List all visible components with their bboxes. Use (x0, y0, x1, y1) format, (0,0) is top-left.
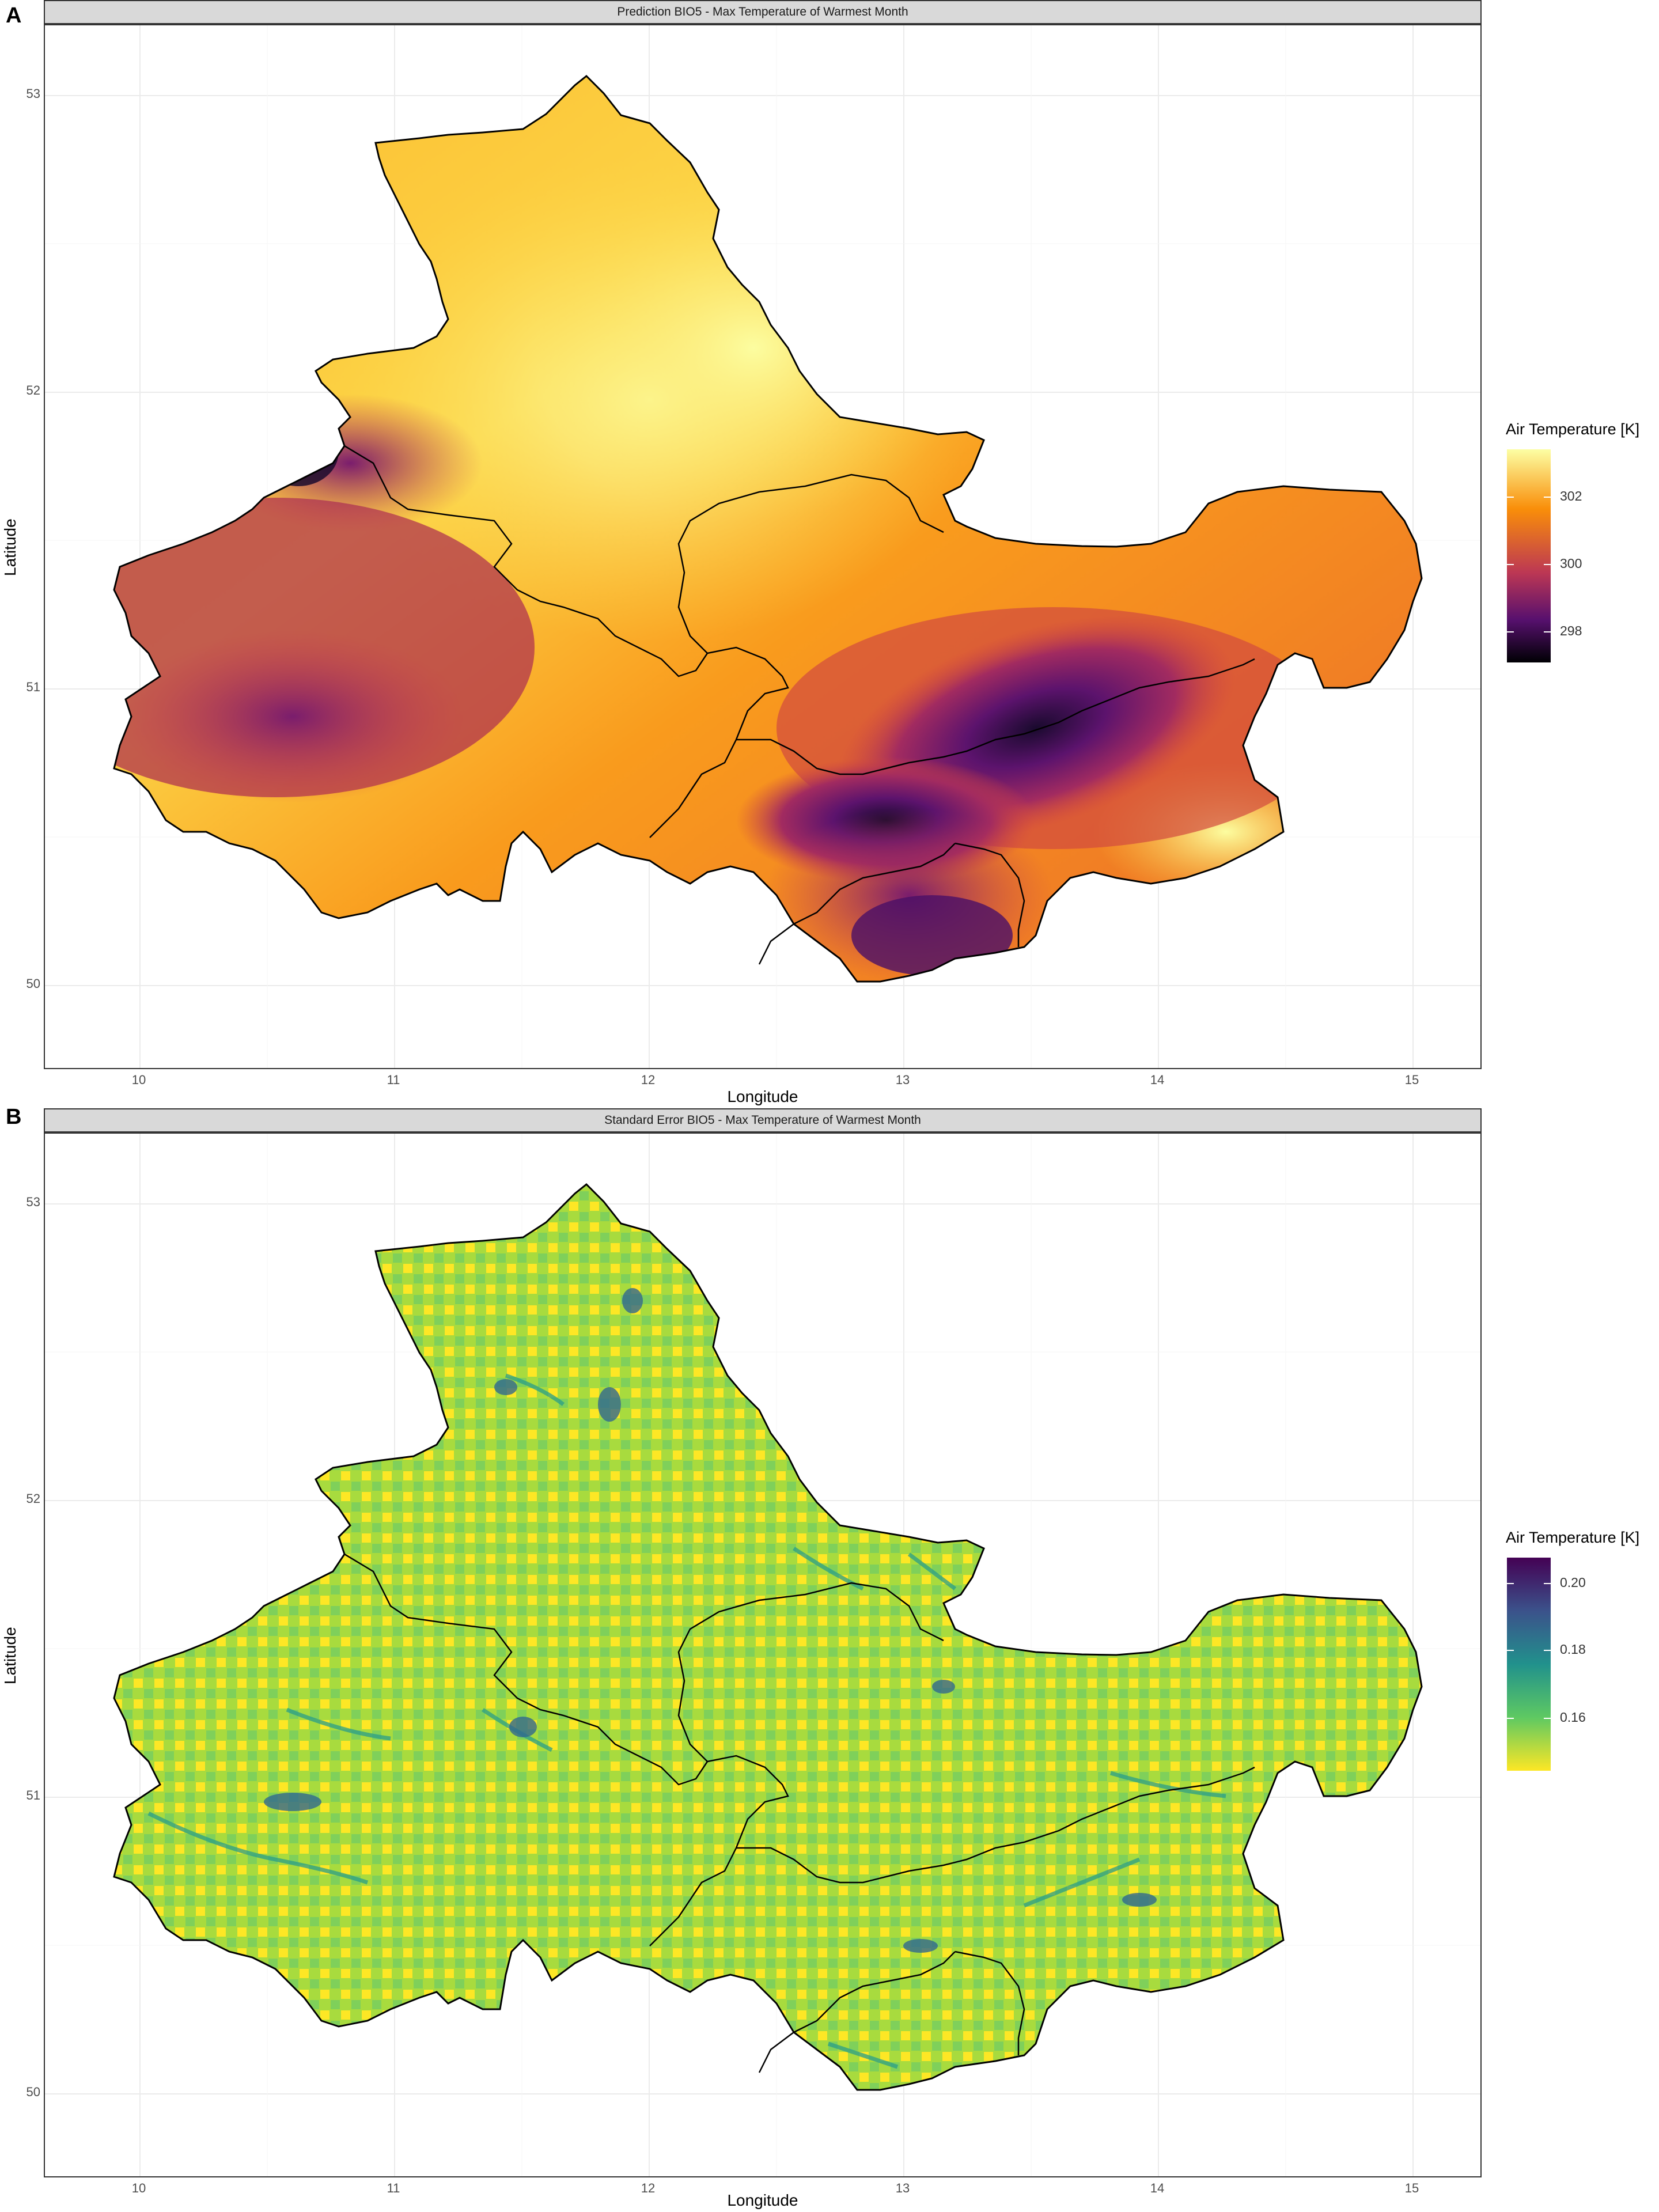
panel-letter: B (6, 1105, 22, 1129)
legend-label: 302 (1560, 488, 1582, 503)
map-canvas (45, 1134, 1480, 2176)
x-tick-label: 10 (131, 2181, 146, 2195)
y-tick-label: 53 (26, 86, 40, 101)
map-plot-prediction (44, 24, 1482, 1069)
legend-label: 0.16 (1560, 1710, 1586, 1725)
y-tick-label: 51 (26, 680, 40, 694)
y-tick-label: 50 (26, 976, 40, 991)
x-tick-label: 13 (895, 2181, 910, 2195)
legend-label: 0.20 (1560, 1575, 1586, 1590)
legend-title: Air Temperature [K] (1506, 421, 1640, 438)
x-tick-label: 15 (1404, 2181, 1419, 2195)
state-boundaries (344, 445, 1255, 965)
y-tick-label: 50 (26, 2085, 40, 2099)
state-boundaries (344, 1553, 1255, 2073)
x-axis-title: Longitude (727, 2191, 798, 2209)
legend-label: 300 (1560, 556, 1582, 571)
map-plot-standard-error (44, 1132, 1482, 2177)
legend: Air Temperature [K] 302 300 298 (1506, 421, 1656, 674)
x-tick-label: 13 (895, 1073, 910, 1087)
y-tick-label: 53 (26, 1195, 40, 1209)
panel-letter: A (6, 3, 22, 28)
legend: Air Temperature [K] 0.20 0.18 0.16 (1506, 1529, 1656, 1782)
x-tick-label: 14 (1150, 2181, 1165, 2195)
x-axis-title: Longitude (727, 1088, 798, 1105)
legend-label: 298 (1560, 623, 1582, 638)
x-tick-label: 14 (1150, 1073, 1165, 1087)
legend-colorbar (1507, 1558, 1551, 1771)
legend-colorbar (1507, 449, 1551, 662)
panel-a: A Prediction BIO5 - Max Temperature of W… (1, 0, 1656, 1105)
facet-title: Standard Error BIO5 - Max Temperature of… (44, 1108, 1482, 1132)
x-tick-label: 15 (1404, 1073, 1419, 1087)
x-tick-label: 10 (131, 1073, 146, 1087)
temperature-raster (114, 76, 1422, 982)
y-axis-title: Latitude (1, 1627, 19, 1684)
standard-error-raster (114, 1184, 1422, 2090)
x-tick-label: 12 (641, 1073, 656, 1087)
legend-label: 0.18 (1560, 1642, 1586, 1657)
legend-title: Air Temperature [K] (1506, 1529, 1640, 1546)
y-tick-label: 52 (26, 1491, 40, 1506)
y-axis-title: Latitude (1, 518, 19, 576)
y-tick-label: 52 (26, 383, 40, 397)
x-tick-label: 12 (641, 2181, 656, 2195)
panel-b: B Standard Error BIO5 - Max Temperature … (0, 1105, 1659, 2212)
facet-title: Prediction BIO5 - Max Temperature of War… (44, 0, 1482, 24)
map-canvas (45, 25, 1480, 1068)
x-tick-label: 11 (387, 1073, 400, 1087)
x-tick-label: 11 (387, 2181, 400, 2195)
y-tick-label: 51 (26, 1788, 40, 1802)
